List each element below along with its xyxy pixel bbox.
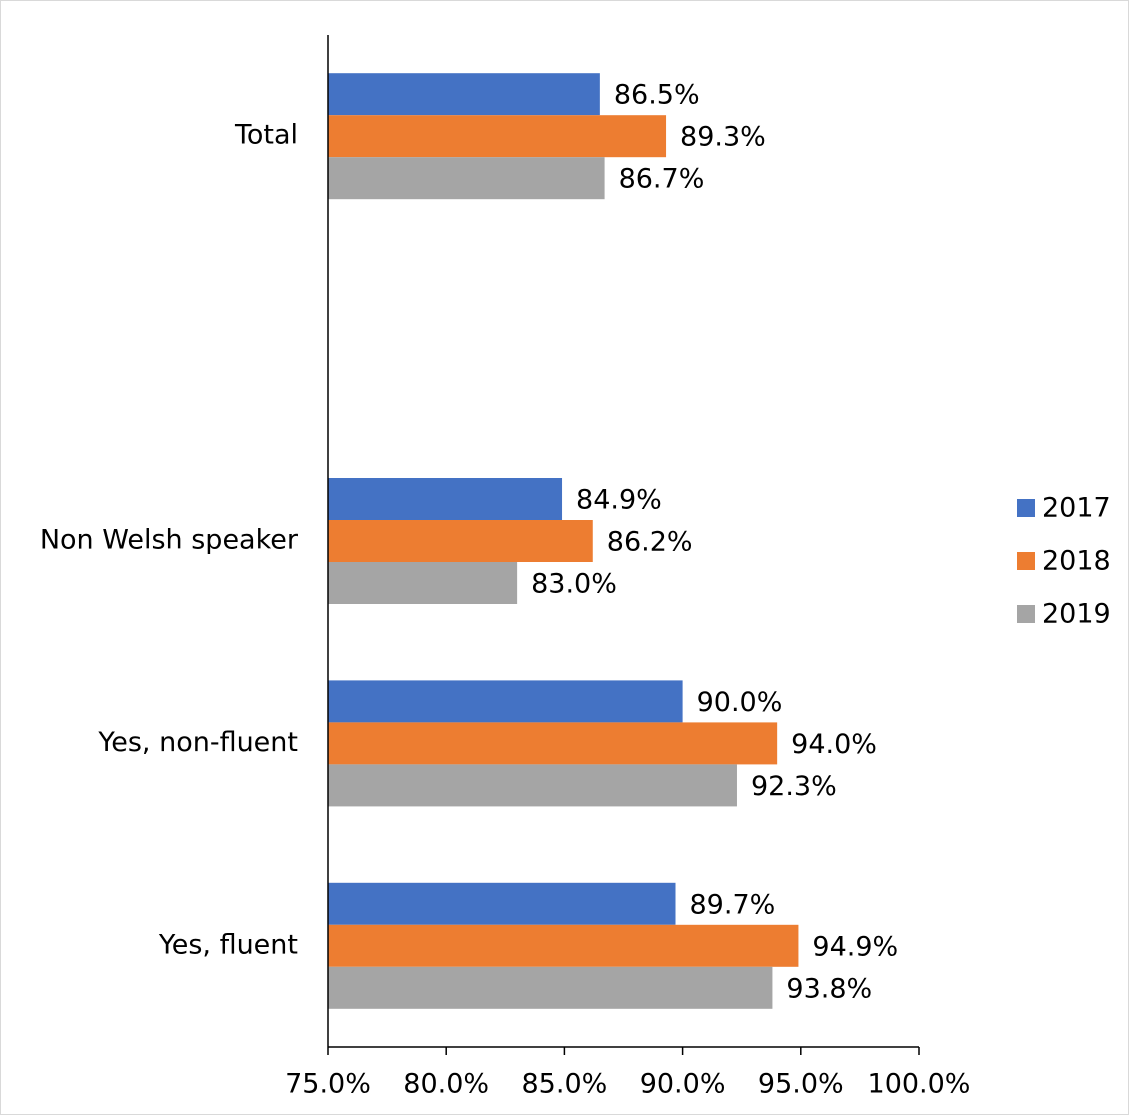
value-label: 89.3%	[680, 122, 766, 153]
bar	[328, 680, 683, 723]
bar	[328, 966, 773, 1009]
bar	[328, 115, 667, 158]
bar	[328, 562, 518, 604]
value-label: 86.5%	[614, 80, 700, 111]
legend-swatch	[1017, 552, 1035, 570]
x-tick-label: 85.0%	[522, 1069, 608, 1100]
legend-swatch	[1017, 605, 1035, 623]
value-label: 94.9%	[812, 931, 898, 962]
value-label: 83.0%	[531, 569, 617, 600]
legend-label: 2017	[1042, 493, 1111, 524]
x-tick-label: 75.0%	[285, 1069, 371, 1100]
value-label: 93.8%	[786, 973, 872, 1004]
category-label: Yes, non-fluent	[97, 727, 298, 758]
value-label: 90.0%	[697, 687, 783, 718]
bar	[328, 882, 676, 925]
x-tick-label: 100.0%	[868, 1069, 971, 1100]
x-tick-label: 80.0%	[403, 1069, 489, 1100]
x-tick-label: 90.0%	[640, 1069, 726, 1100]
bar	[328, 722, 778, 765]
value-label: 86.2%	[607, 527, 693, 558]
category-label: Total	[234, 120, 298, 151]
legend-swatch	[1017, 499, 1035, 517]
bar	[328, 478, 563, 520]
category-label: Non Welsh speaker	[40, 525, 299, 556]
value-label: 89.7%	[690, 889, 776, 920]
bar	[328, 924, 799, 967]
legend-label: 2019	[1042, 599, 1111, 630]
bar	[328, 73, 600, 116]
legend-label: 2018	[1042, 546, 1111, 577]
value-label: 94.0%	[791, 729, 877, 760]
value-label: 86.7%	[619, 164, 705, 195]
category-label: Yes, fluent	[158, 929, 298, 960]
value-label: 84.9%	[576, 485, 662, 516]
bar	[328, 520, 593, 562]
value-label: 92.3%	[751, 771, 837, 802]
bar	[328, 157, 605, 200]
x-tick-label: 95.0%	[758, 1069, 844, 1100]
bar	[328, 764, 737, 807]
